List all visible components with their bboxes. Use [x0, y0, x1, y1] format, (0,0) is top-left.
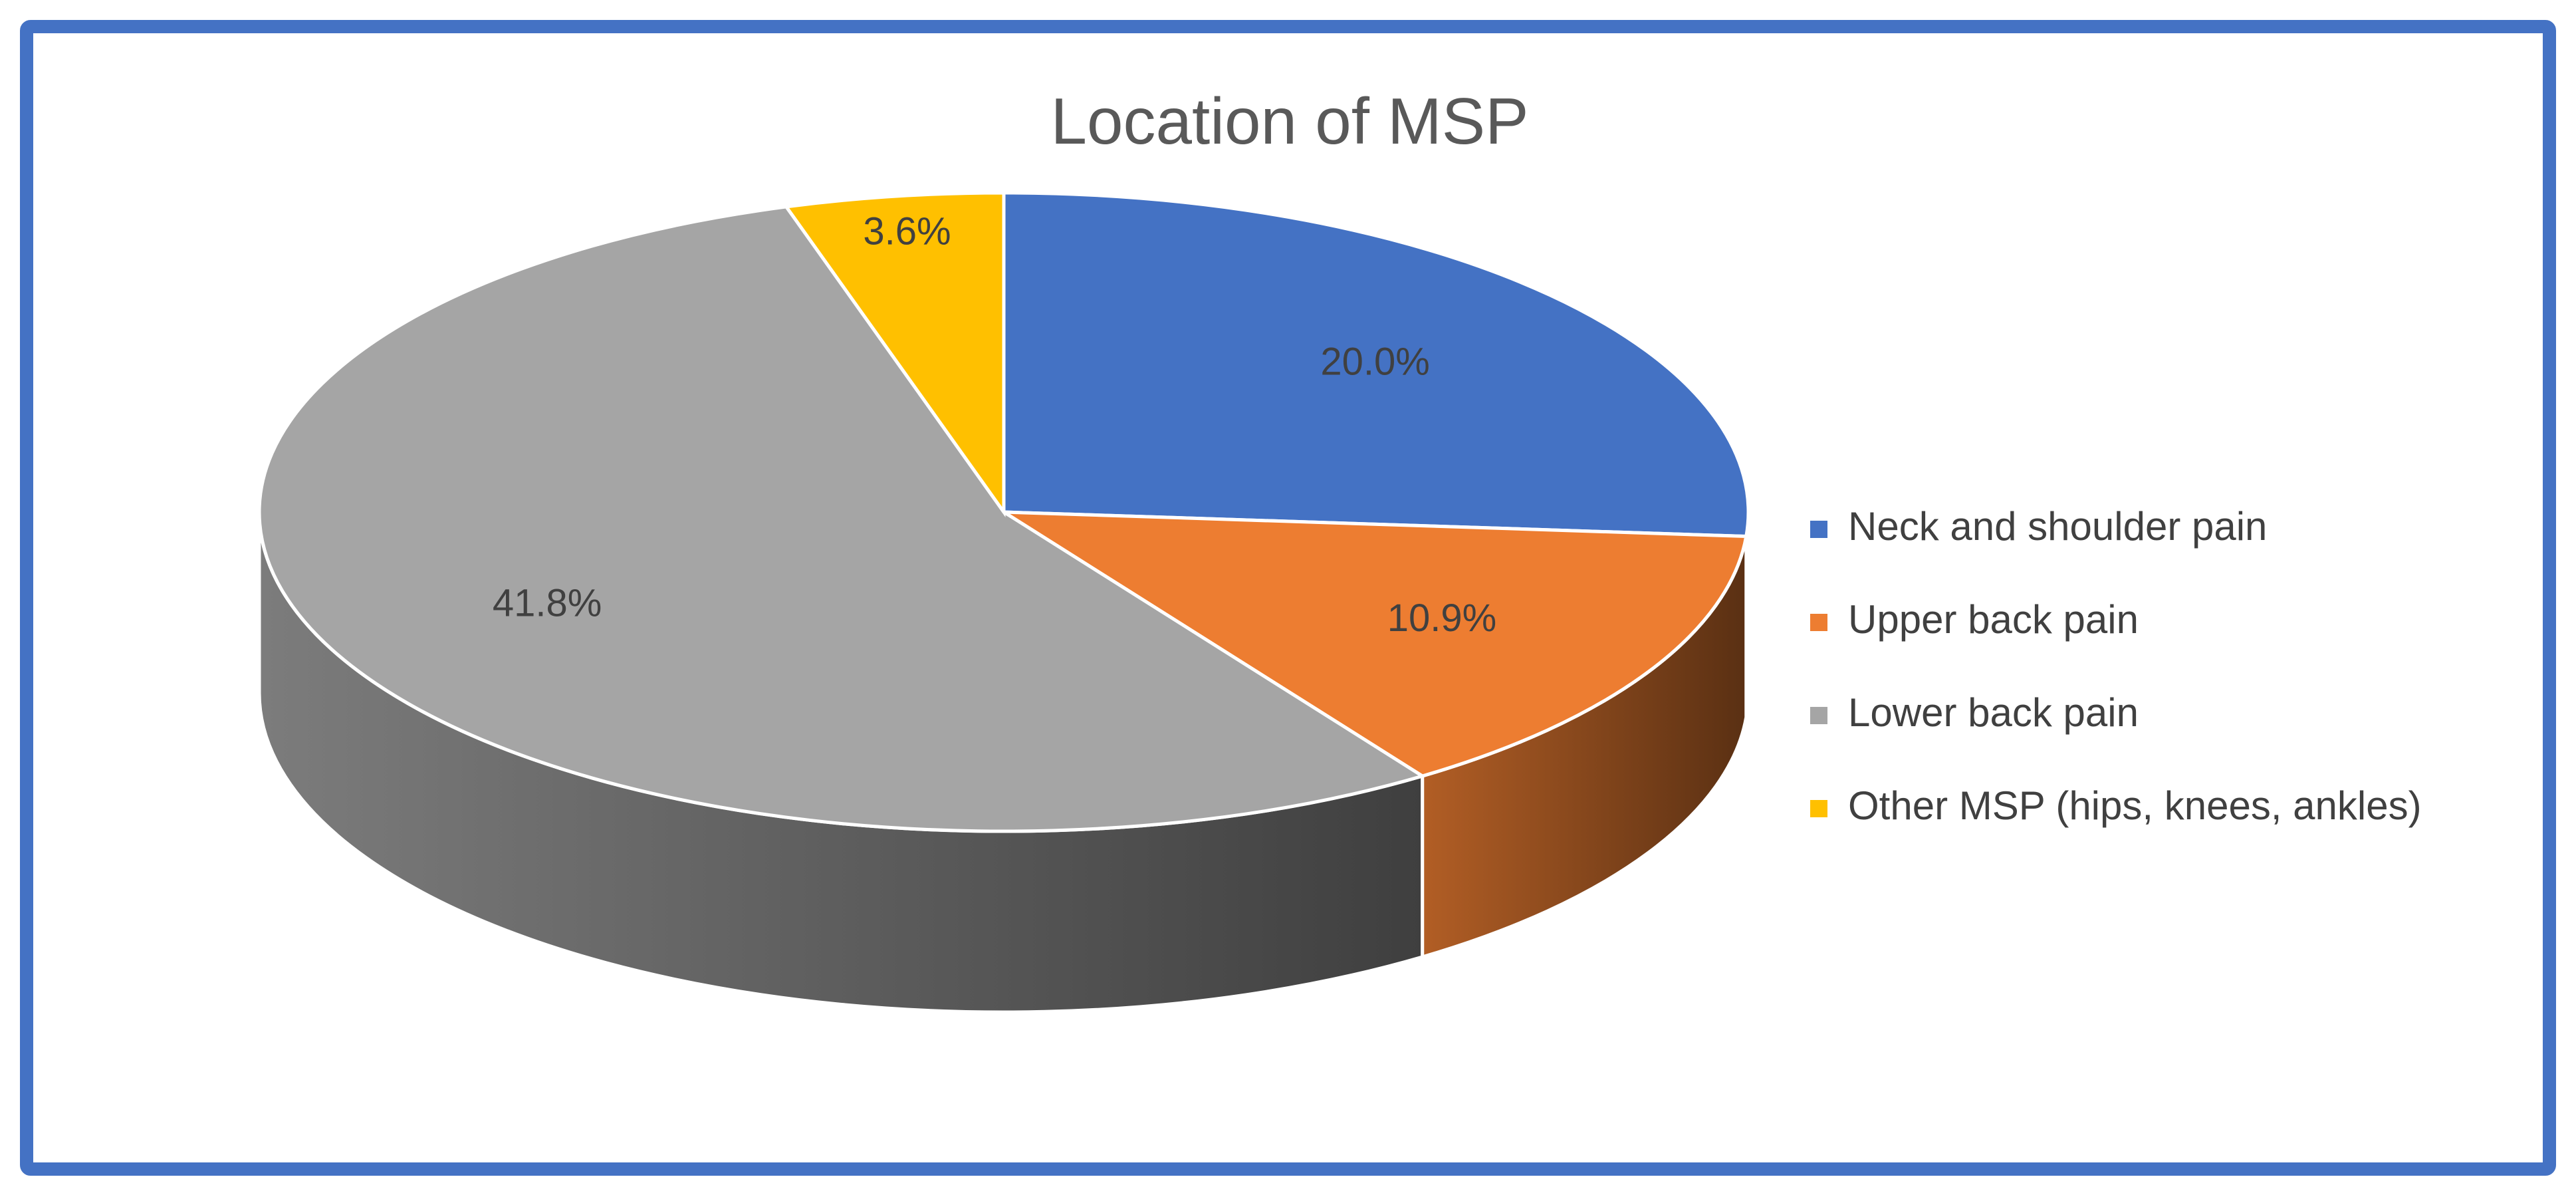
data-label: 41.8%	[493, 581, 602, 624]
legend-label: Other MSP (hips, knees, ankles)	[1848, 783, 2422, 828]
legend-label: Neck and shoulder pain	[1848, 504, 2267, 549]
legend-marker	[1810, 614, 1827, 631]
legend-marker	[1810, 707, 1827, 724]
data-label: 10.9%	[1387, 597, 1496, 640]
legend-label: Upper back pain	[1848, 597, 2139, 642]
slice	[783, 191, 1006, 517]
slice	[997, 510, 1748, 778]
legend-label: Lower back pain	[1848, 690, 2139, 735]
slice	[257, 205, 1427, 833]
data-label: 20.0%	[1320, 340, 1429, 383]
chart-title: Location of MSP	[1050, 84, 1528, 158]
legend-marker	[1810, 800, 1827, 817]
legend-marker	[1810, 521, 1827, 538]
slice	[1002, 191, 1750, 539]
data-label: 3.6%	[863, 210, 951, 253]
